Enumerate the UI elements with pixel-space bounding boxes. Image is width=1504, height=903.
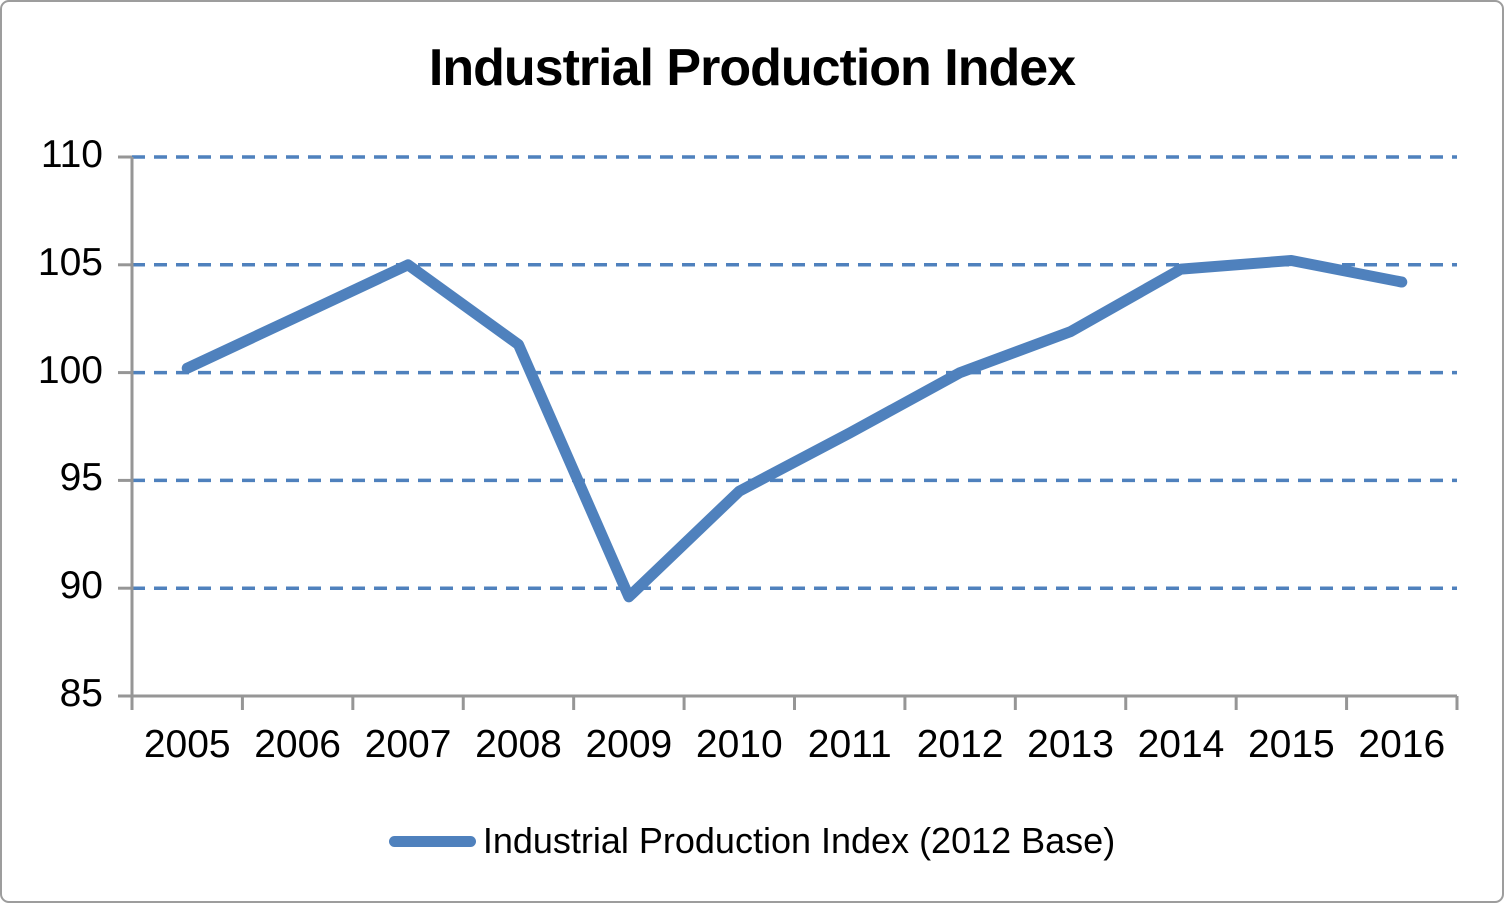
x-tick-label-2014: 2014 — [1137, 723, 1225, 766]
x-tick-label-2010: 2010 — [695, 723, 783, 766]
series-line — [181, 254, 1408, 603]
legend: Industrial Production Index (2012 Base) — [2, 815, 1502, 867]
y-tick-label-105: 105 — [37, 241, 103, 285]
legend-line-sample — [388, 835, 476, 847]
x-tick-label-2007: 2007 — [364, 723, 452, 766]
y-tick-label-110: 110 — [40, 133, 103, 177]
x-tick-label-2008: 2008 — [475, 723, 562, 766]
x-tick-label-2015: 2015 — [1247, 723, 1335, 766]
x-tick-label-2011: 2011 — [807, 723, 892, 766]
x-tick-label-2013: 2013 — [1027, 723, 1114, 766]
x-tick-label-2012: 2012 — [916, 723, 1004, 766]
y-tick-label-90: 90 — [59, 564, 103, 608]
x-tick-label-2006: 2006 — [254, 723, 342, 766]
y-tick-label-85: 85 — [59, 672, 103, 716]
x-tick-label-2016: 2016 — [1358, 723, 1446, 766]
legend-series-label: Industrial Production Index (2012 Base) — [482, 820, 1116, 861]
x-tick-label-2009: 2009 — [585, 723, 673, 766]
y-tick-label-100: 100 — [37, 348, 103, 392]
x-tick-label-2005: 2005 — [143, 723, 231, 766]
y-tick-label-95: 95 — [59, 456, 103, 500]
chart-title: Industrial Production Index — [428, 39, 1076, 97]
